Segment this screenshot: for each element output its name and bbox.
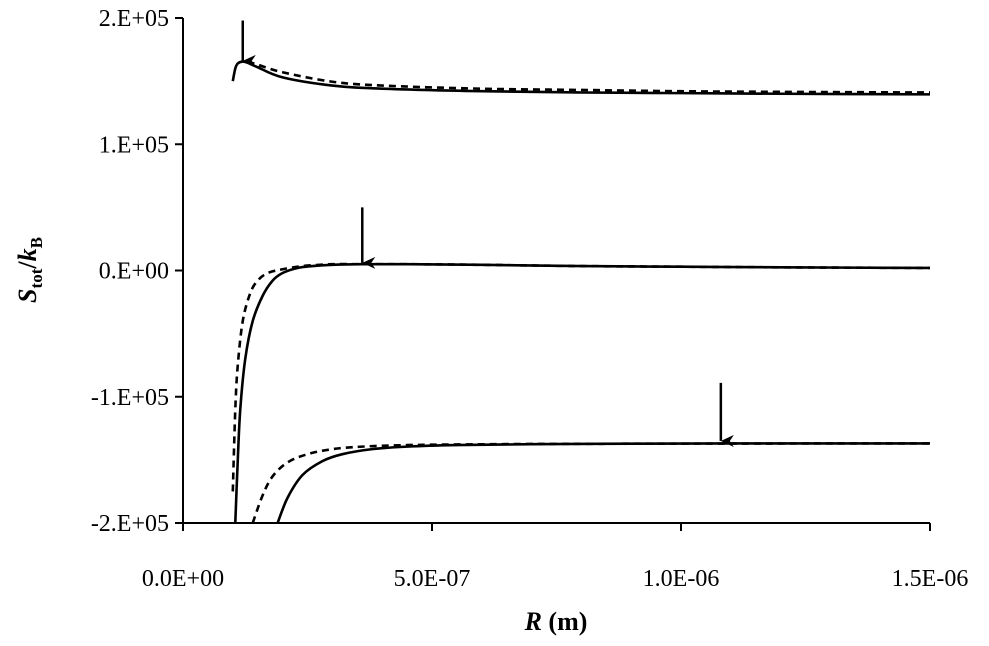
y-tick-label: 2.E+05 xyxy=(99,6,169,32)
y-axis-slash: / xyxy=(13,261,42,270)
series-group xyxy=(231,60,930,523)
series-line-solid xyxy=(276,442,930,523)
x-tick-label: 0.0E+00 xyxy=(142,566,224,592)
x-axis-title: R (m) xyxy=(524,607,588,636)
x-tick-label: 1.0E-06 xyxy=(643,566,720,592)
series-line-solid xyxy=(231,60,930,96)
series-line-dashed xyxy=(231,262,930,492)
series-line-solid xyxy=(233,262,930,523)
y-tick-label: -2.E+05 xyxy=(91,511,169,537)
x-tick-label: 1.5E-06 xyxy=(892,566,969,592)
x-tick-label: 5.0E-07 xyxy=(394,566,471,592)
series-line-dashed xyxy=(247,60,930,94)
y-axis-symbol-s: S xyxy=(13,288,42,302)
series-line-dashed xyxy=(251,442,930,523)
x-axis-unit: (m) xyxy=(542,607,587,636)
y-axis-symbol-k: k xyxy=(13,248,42,261)
y-tick-label: 1.E+05 xyxy=(99,132,169,158)
y-tick-label: 0.E+00 xyxy=(99,259,169,285)
tick-labels: 2.E+05 1.E+05 0.E+00 -1.E+05 -2.E+05 0.0E+00 5… xyxy=(91,6,969,592)
x-axis-variable: R xyxy=(524,607,542,636)
y-tick-label: -1.E+05 xyxy=(91,385,169,411)
y-axis-subscript-tot: tot xyxy=(27,268,46,288)
y-axis-title: Stot/kB xyxy=(13,237,46,303)
y-axis-subscript-b: B xyxy=(27,237,46,248)
annotations xyxy=(241,20,734,447)
axes xyxy=(175,17,931,531)
